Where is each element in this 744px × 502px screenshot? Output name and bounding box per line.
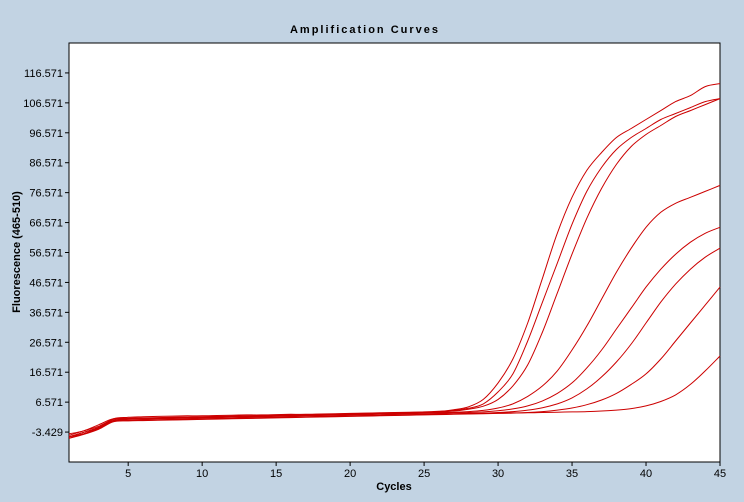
x-axis: 5 10 15 20 25 30 35 40 45 [125, 462, 726, 480]
amplification-curve-4 [68, 184, 721, 438]
curves-group [68, 83, 721, 439]
y-tick-label: 6.571 [35, 397, 63, 409]
amplification-curve-3 [68, 98, 721, 436]
chart-title: Amplification Curves [290, 24, 440, 36]
y-tick-label: 56.571 [29, 248, 63, 260]
x-tick-label: 5 [125, 468, 131, 480]
x-tick-label: 45 [714, 468, 726, 480]
y-tick-label: 96.571 [29, 128, 63, 140]
y-tick-label: 26.571 [29, 337, 63, 349]
x-axis-label: Cycles [376, 481, 411, 493]
y-tick-label: 116.571 [24, 68, 63, 80]
y-tick-label: 86.571 [29, 158, 63, 170]
plot-area [68, 42, 721, 463]
x-tick-label: 10 [196, 468, 208, 480]
x-tick-label: 25 [418, 468, 430, 480]
y-tick-label: 66.571 [29, 218, 63, 230]
x-tick-label: 35 [566, 468, 578, 480]
y-axis: 116.571 106.571 96.571 86.571 76.571 66.571 56… [23, 68, 69, 439]
x-tick-label: 20 [344, 468, 356, 480]
y-axis-label: Fluorescence (465-510) [11, 191, 23, 313]
y-tick-label: 36.571 [29, 307, 63, 319]
y-tick-label: 76.571 [29, 188, 63, 200]
amplification-curve-5 [68, 226, 721, 439]
x-tick-label: 40 [640, 468, 652, 480]
y-tick-label: -3.429 [32, 427, 63, 439]
y-tick-label: 106.571 [23, 98, 63, 110]
y-tick-label: 46.571 [29, 277, 63, 289]
x-tick-label: 30 [492, 468, 504, 480]
y-tick-label: 16.571 [29, 367, 63, 379]
amplification-curve-8 [68, 355, 721, 438]
x-tick-label: 15 [270, 468, 282, 480]
